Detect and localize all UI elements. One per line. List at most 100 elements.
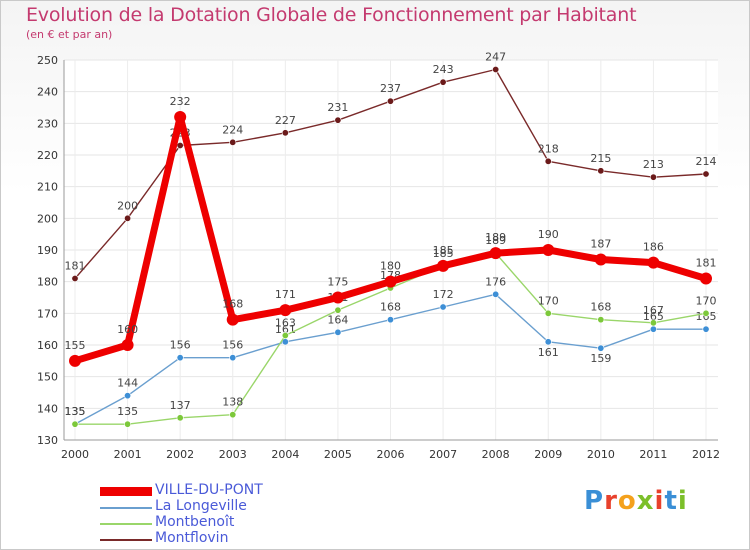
legend-label: Montbenoît [155, 514, 235, 530]
data-label: 237 [380, 82, 401, 95]
x-tick-label: 2012 [692, 448, 720, 461]
data-label: 232 [170, 95, 191, 108]
data-point[interactable] [124, 392, 132, 400]
data-label: 175 [327, 276, 348, 289]
data-label: 213 [643, 158, 664, 171]
x-tick-label: 2002 [166, 448, 194, 461]
data-point[interactable] [229, 138, 237, 146]
data-label: 163 [275, 317, 296, 330]
x-tick-label: 2008 [482, 448, 510, 461]
data-label: 189 [485, 234, 506, 247]
data-label: 159 [590, 352, 611, 365]
data-point[interactable] [124, 214, 132, 222]
logo-letter: P [584, 486, 605, 516]
data-point[interactable] [334, 328, 342, 336]
data-point[interactable] [439, 303, 447, 311]
logo-letter: r [604, 486, 618, 516]
data-label: 156 [222, 339, 243, 352]
data-point[interactable] [71, 274, 79, 282]
data-label: 137 [170, 399, 191, 412]
data-label: 231 [327, 101, 348, 114]
data-point[interactable] [492, 66, 500, 74]
data-point[interactable] [594, 253, 607, 266]
data-label: 156 [170, 339, 191, 352]
logo-letter: x [636, 486, 655, 516]
data-label: 135 [65, 405, 86, 418]
data-label: 170 [538, 294, 559, 307]
data-point[interactable] [492, 290, 500, 298]
data-point[interactable] [386, 316, 394, 324]
data-point[interactable] [542, 244, 555, 256]
data-point[interactable] [649, 325, 657, 333]
data-point[interactable] [386, 97, 394, 105]
data-point[interactable] [69, 354, 81, 367]
data-point[interactable] [229, 354, 237, 362]
data-label: 144 [117, 377, 138, 390]
data-point[interactable] [176, 142, 184, 150]
data-point[interactable] [700, 272, 712, 285]
data-label: 180 [380, 260, 401, 273]
x-tick-label: 2000 [61, 448, 89, 461]
data-point[interactable] [489, 247, 502, 260]
data-label: 171 [275, 288, 296, 301]
data-point[interactable] [597, 167, 605, 175]
data-point[interactable] [226, 313, 239, 326]
data-label: 135 [117, 405, 138, 418]
data-point[interactable] [702, 325, 710, 333]
data-point[interactable] [229, 411, 237, 419]
data-point[interactable] [544, 338, 552, 346]
data-label: 135 [65, 405, 86, 418]
data-point[interactable] [702, 170, 710, 178]
data-point[interactable] [544, 157, 552, 165]
data-label: 155 [65, 339, 86, 352]
data-point[interactable] [176, 414, 184, 422]
data-point[interactable] [649, 173, 657, 181]
data-point[interactable] [597, 316, 605, 324]
data-label: 189 [485, 231, 506, 244]
data-point[interactable] [331, 291, 344, 304]
data-point[interactable] [384, 275, 397, 288]
chart-title: Evolution de la Dotation Globale de Fonc… [26, 4, 637, 26]
data-point[interactable] [437, 259, 450, 272]
data-point[interactable] [702, 309, 710, 317]
data-point[interactable] [279, 304, 292, 317]
data-label: 172 [433, 288, 454, 301]
data-point[interactable] [334, 116, 342, 124]
data-label: 247 [485, 51, 506, 64]
data-point[interactable] [439, 78, 447, 86]
data-label: 181 [696, 257, 717, 270]
data-label: 186 [643, 241, 664, 254]
x-tick-label: 2006 [377, 448, 405, 461]
data-label: 168 [222, 298, 243, 311]
data-label: 161 [538, 346, 559, 359]
data-label: 165 [643, 310, 664, 323]
y-tick-label: 240 [37, 86, 58, 99]
data-point[interactable] [649, 319, 657, 327]
data-label: 187 [590, 238, 611, 251]
data-label: 164 [327, 313, 348, 326]
legend-swatch [100, 487, 152, 496]
data-point[interactable] [544, 309, 552, 317]
data-point[interactable] [597, 344, 605, 352]
data-label: 215 [590, 152, 611, 165]
data-point[interactable] [281, 129, 289, 137]
legend-label: Montflovin [155, 530, 229, 546]
data-point[interactable] [647, 256, 660, 269]
data-point[interactable] [71, 420, 79, 428]
data-point[interactable] [121, 339, 134, 351]
logo-letter: i [677, 486, 688, 516]
data-point[interactable] [176, 354, 184, 362]
y-tick-label: 220 [37, 149, 58, 162]
data-label: 224 [222, 123, 243, 136]
data-point[interactable] [124, 420, 132, 428]
y-tick-label: 180 [37, 276, 58, 289]
data-point[interactable] [334, 306, 342, 314]
data-label: 167 [643, 304, 664, 317]
logo-letter: t [664, 486, 678, 516]
data-label: 138 [222, 396, 243, 409]
data-point[interactable] [174, 111, 187, 123]
data-label: 168 [590, 301, 611, 314]
logo-letter: o [617, 486, 637, 516]
data-point[interactable] [281, 331, 289, 339]
y-tick-label: 170 [37, 307, 58, 320]
